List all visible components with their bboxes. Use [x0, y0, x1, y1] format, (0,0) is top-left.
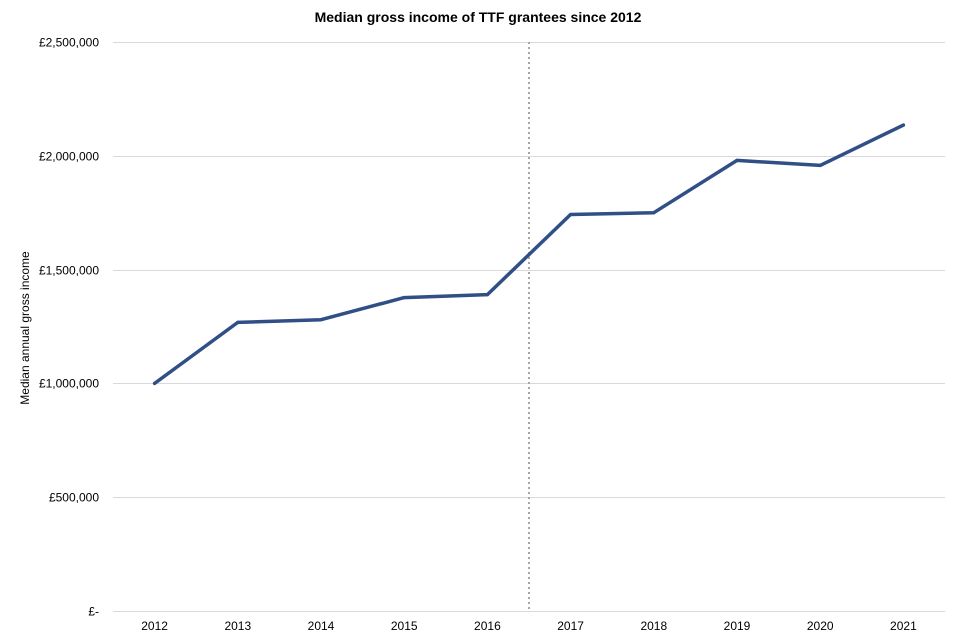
y-tick-label: £2,000,000	[39, 150, 99, 164]
x-axis-ticks: 2012 2013 2014 2015 2016 2017 2018 2019 2020 2021	[141, 619, 917, 633]
y-tick-label: £2,500,000	[39, 36, 99, 50]
x-tick-label: 2013	[224, 619, 251, 633]
x-tick-label: 2014	[308, 619, 335, 633]
y-tick-label: £1,500,000	[39, 264, 99, 278]
data-point	[569, 212, 573, 217]
x-tick-label: 2015	[391, 619, 418, 633]
data-point	[485, 293, 489, 297]
chart-title: Median gross income of TTF grantees sinc…	[315, 9, 642, 25]
y-axis-title: Median annual gross income	[18, 251, 32, 405]
data-point	[153, 381, 157, 385]
y-tick-label: £500,000	[49, 491, 99, 505]
series-layer	[152, 123, 906, 386]
y-axis-ticks: £- £500,000 £1,000,000 £1,500,000 £2,000,000…	[39, 36, 99, 619]
x-tick-label: 2019	[724, 619, 751, 633]
x-tick-label: 2021	[890, 619, 917, 633]
data-point	[319, 318, 323, 322]
x-tick-label: 2012	[141, 619, 168, 633]
x-tick-label: 2017	[557, 619, 584, 633]
x-tick-label: 2018	[640, 619, 667, 633]
y-tick-label: £-	[88, 605, 99, 619]
x-tick-label: 2020	[807, 619, 834, 633]
data-point	[818, 163, 822, 167]
x-tick-label: 2016	[474, 619, 501, 633]
series-line	[152, 123, 906, 386]
y-tick-label: £1,000,000	[39, 377, 99, 391]
data-point	[901, 123, 906, 127]
data-point	[402, 295, 406, 300]
data-point	[236, 320, 240, 325]
data-point	[652, 211, 656, 215]
data-point	[735, 158, 739, 162]
